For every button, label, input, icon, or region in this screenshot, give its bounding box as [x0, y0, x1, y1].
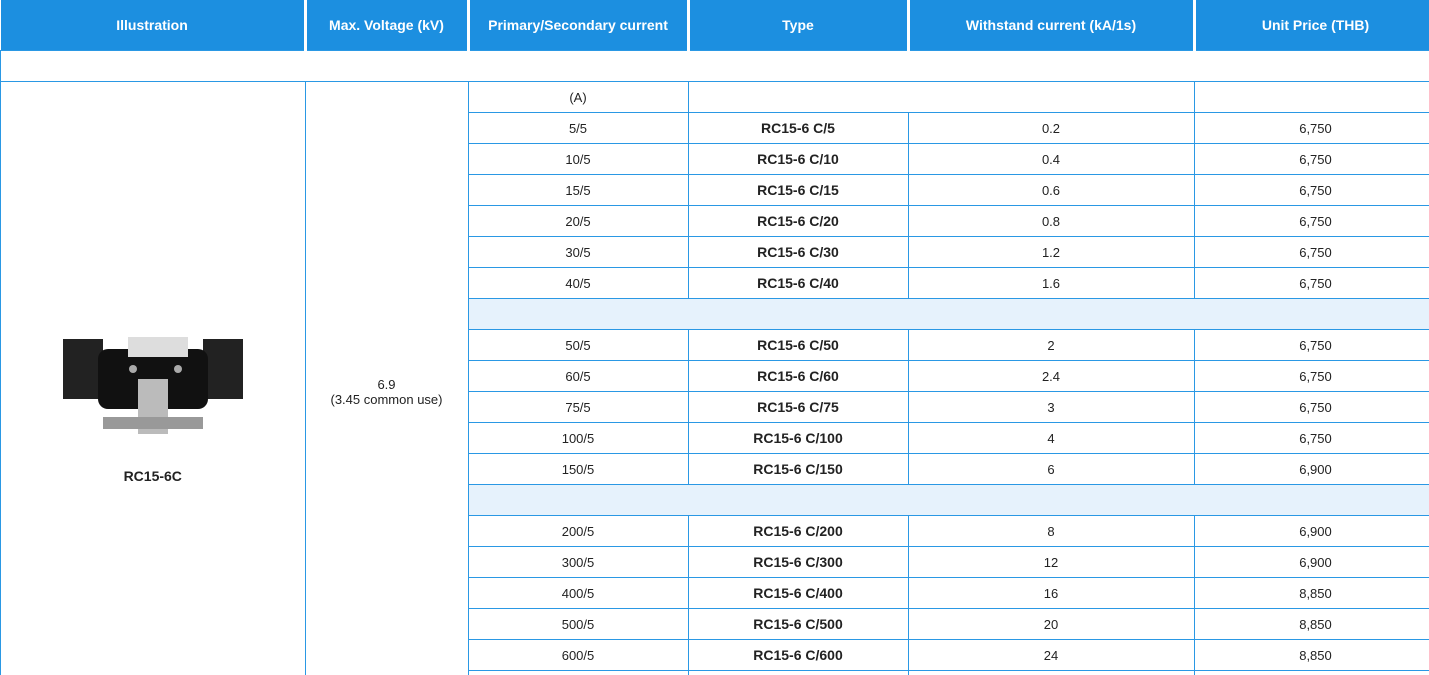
column-header: Primary/Secondary current	[468, 0, 688, 51]
gap-row	[1, 51, 1429, 82]
current-cell: 200/5	[468, 516, 688, 547]
withstand-cell: 6	[908, 454, 1194, 485]
current-cell: 300/5	[468, 547, 688, 578]
withstand-cell: 0.8	[908, 206, 1194, 237]
current-cell: 600/5	[468, 640, 688, 671]
current-cell: 50/5	[468, 330, 688, 361]
withstand-cell: 16	[908, 578, 1194, 609]
price-cell: 6,750	[1194, 392, 1429, 423]
withstand-cell: 12	[908, 547, 1194, 578]
price-cell: 6,750	[1194, 113, 1429, 144]
price-cell: 6,900	[1194, 516, 1429, 547]
empty-cell	[688, 82, 1194, 113]
type-cell: RC15-6 C/20	[688, 206, 908, 237]
price-cell: 6,750	[1194, 330, 1429, 361]
current-cell: 20/5	[468, 206, 688, 237]
voltage-cell: 6.9(3.45 common use)	[305, 82, 468, 675]
current-cell: 400/5	[468, 578, 688, 609]
price-cell: 8,850	[1194, 640, 1429, 671]
current-cell: 150/5	[468, 454, 688, 485]
type-cell: RC15-6 C/100	[688, 423, 908, 454]
type-cell: RC15-6 C/50	[688, 330, 908, 361]
withstand-cell: 0.6	[908, 175, 1194, 206]
voltage: 6.9	[306, 377, 468, 392]
withstand-cell: 30	[908, 671, 1194, 675]
column-header: Illustration	[1, 0, 306, 51]
type-cell: RC15-6 C/750	[688, 671, 908, 675]
withstand-cell: 2	[908, 330, 1194, 361]
withstand-cell: 1.6	[908, 268, 1194, 299]
voltage-note: (3.45 common use)	[306, 392, 468, 407]
type-cell: RC15-6 C/300	[688, 547, 908, 578]
price-cell: 6,900	[1194, 454, 1429, 485]
separator	[468, 299, 1429, 330]
type-cell: RC15-6 C/600	[688, 640, 908, 671]
illustration-label: RC15-6C	[1, 468, 305, 484]
price-cell: 6,750	[1194, 237, 1429, 268]
current-cell: 10/5	[468, 144, 688, 175]
column-header: Max. Voltage (kV)	[305, 0, 468, 51]
current-cell: 60/5	[468, 361, 688, 392]
price-cell: 8,850	[1194, 578, 1429, 609]
type-cell: RC15-6 C/40	[688, 268, 908, 299]
type-cell: RC15-6 C/400	[688, 578, 908, 609]
page: IllustrationMax. Voltage (kV)Primary/Sec…	[0, 0, 1429, 675]
current-cell: 75/5	[468, 392, 688, 423]
product-image	[43, 299, 263, 459]
type-cell: RC15-6 C/5	[688, 113, 908, 144]
current-cell: 30/5	[468, 237, 688, 268]
current-cell: 750/5	[468, 671, 688, 675]
separator	[468, 485, 1429, 516]
type-cell: RC15-6 C/30	[688, 237, 908, 268]
current-cell: 100/5	[468, 423, 688, 454]
price-cell: 6,750	[1194, 206, 1429, 237]
price-cell: 8,850	[1194, 609, 1429, 640]
type-cell: RC15-6 C/200	[688, 516, 908, 547]
price-cell: 8,850	[1194, 671, 1429, 675]
column-header: Withstand current (kA/1s)	[908, 0, 1194, 51]
price-cell: 6,750	[1194, 423, 1429, 454]
price-cell: 6,750	[1194, 268, 1429, 299]
withstand-cell: 24	[908, 640, 1194, 671]
withstand-cell: 2.4	[908, 361, 1194, 392]
current-cell: 15/5	[468, 175, 688, 206]
type-cell: RC15-6 C/75	[688, 392, 908, 423]
price-cell: 6,750	[1194, 175, 1429, 206]
column-header: Unit Price (THB)	[1194, 0, 1429, 51]
type-cell: RC15-6 C/150	[688, 454, 908, 485]
price-table: IllustrationMax. Voltage (kV)Primary/Sec…	[0, 0, 1429, 675]
withstand-cell: 8	[908, 516, 1194, 547]
type-cell: RC15-6 C/15	[688, 175, 908, 206]
type-cell: RC15-6 C/60	[688, 361, 908, 392]
withstand-cell: 4	[908, 423, 1194, 454]
withstand-cell: 1.2	[908, 237, 1194, 268]
empty-cell	[1194, 82, 1429, 113]
withstand-cell: 0.4	[908, 144, 1194, 175]
price-cell: 6,750	[1194, 144, 1429, 175]
withstand-cell: 3	[908, 392, 1194, 423]
withstand-cell: 20	[908, 609, 1194, 640]
column-header: Type	[688, 0, 908, 51]
price-cell: 6,750	[1194, 361, 1429, 392]
price-cell: 6,900	[1194, 547, 1429, 578]
gap	[1, 51, 1429, 82]
current-cell: 500/5	[468, 609, 688, 640]
current-cell: 5/5	[468, 113, 688, 144]
type-cell: RC15-6 C/10	[688, 144, 908, 175]
type-cell: RC15-6 C/500	[688, 609, 908, 640]
illustration-cell: RC15-6C	[1, 82, 306, 675]
withstand-cell: 0.2	[908, 113, 1194, 144]
unit-cell: (A)	[468, 82, 688, 113]
current-cell: 40/5	[468, 268, 688, 299]
